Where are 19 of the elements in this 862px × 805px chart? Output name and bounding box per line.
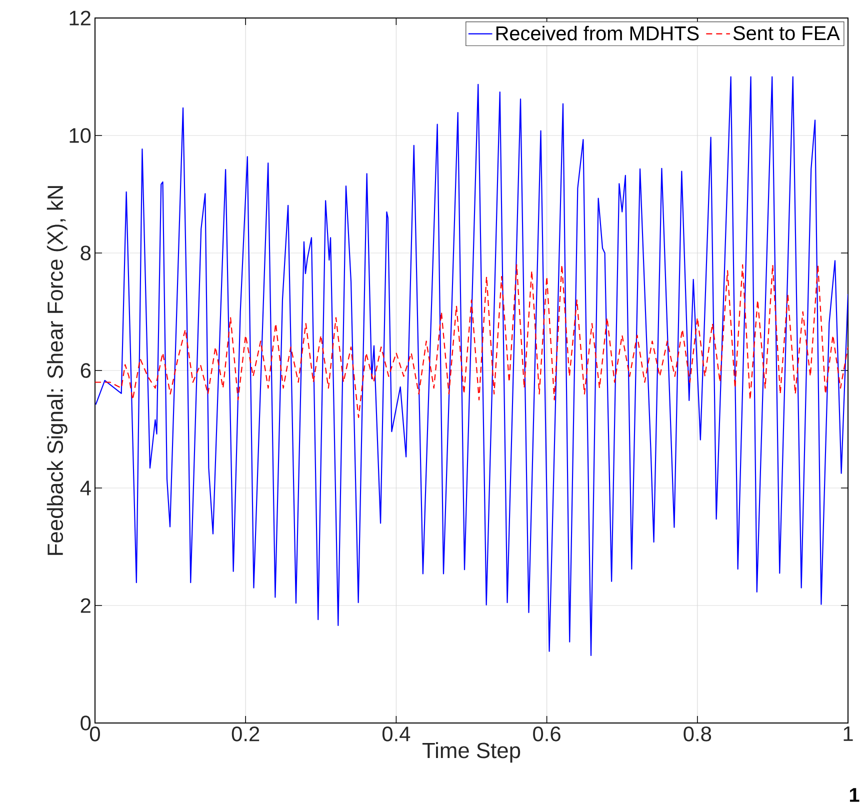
- x-tick-label: 1: [844, 726, 853, 741]
- y-tick-label: 12: [70, 10, 90, 26]
- y-tick-label: 6: [80, 363, 91, 378]
- y-axis-title: Feedback Signal: Shear Force (X), kN: [46, 186, 68, 555]
- x-tick-label: 0.2: [232, 726, 260, 742]
- x-tick-label: 0.8: [684, 726, 712, 742]
- y-tick-label: 10: [70, 128, 91, 143]
- text: 1: [850, 788, 860, 802]
- legend-label: Received from MDHTS: [496, 26, 699, 40]
- line-series: [95, 76, 848, 656]
- x-axis-title: Time Step: [422, 742, 520, 763]
- legend-label: Sent to FEA: [733, 26, 840, 40]
- line-series: [95, 264, 848, 418]
- x-tick-label: 0.4: [382, 726, 410, 742]
- y-tick-label: 4: [80, 480, 91, 496]
- y-tick-label: 2: [80, 598, 90, 613]
- y-tick-label: 0: [80, 716, 91, 730]
- y-tick-label: 8: [80, 246, 91, 260]
- x-tick-label: 0.6: [533, 726, 560, 742]
